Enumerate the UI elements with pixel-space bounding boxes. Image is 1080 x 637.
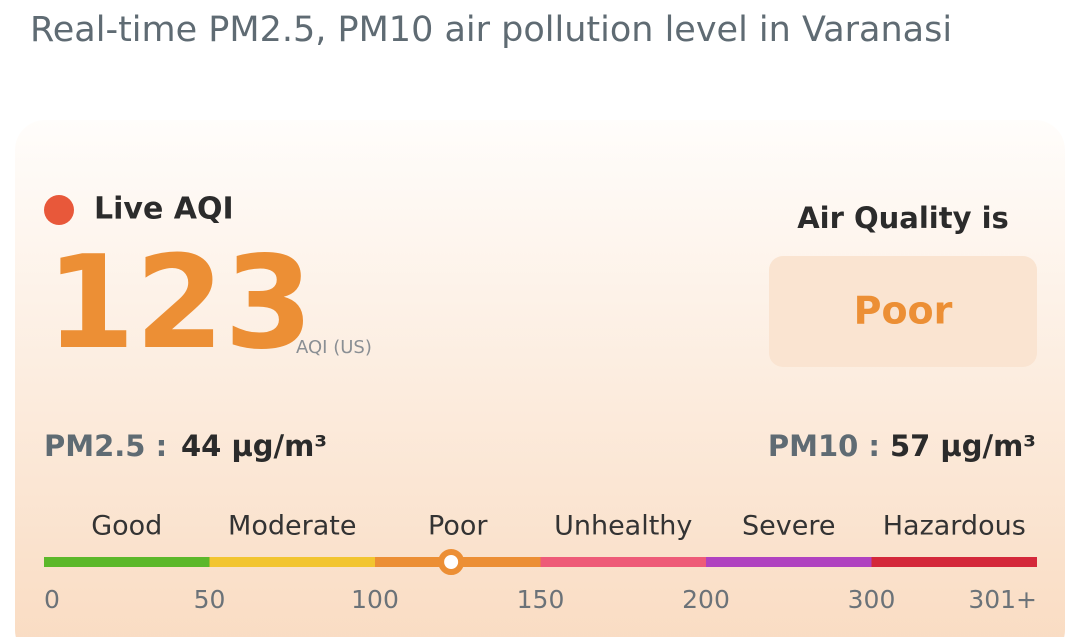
aqi-unit: AQI (US): [296, 337, 372, 358]
category-label: Good: [91, 511, 162, 542]
pm25-label: PM2.5 :: [44, 429, 167, 463]
aqi-scale: Good Moderate Poor Unhealthy Severe Hazardous…: [44, 511, 1037, 614]
scale-segment: [706, 557, 872, 567]
aqi-value: 123: [46, 229, 313, 378]
aqi-marker: [438, 549, 465, 575]
tick-label: 100: [351, 585, 399, 614]
pm10-value: 57 µg/m³: [890, 429, 1036, 463]
tick-label: 300: [848, 585, 896, 614]
live-label: Live AQI: [94, 192, 234, 227]
tick-label: 150: [517, 585, 565, 614]
scale-segment: [871, 557, 1037, 567]
status-box: [769, 256, 1037, 367]
status: Poor: [854, 289, 953, 333]
scale-segment: [209, 557, 376, 567]
category-label: Poor: [428, 511, 488, 542]
page-title: Real-time PM2.5, PM10 air pollution leve…: [30, 10, 952, 50]
scale-segment: [540, 557, 707, 567]
tick-label: 50: [194, 585, 226, 614]
category-label: Hazardous: [883, 511, 1026, 542]
category-label: Unhealthy: [554, 511, 692, 542]
category-label: Moderate: [228, 511, 356, 542]
aqi-card: [15, 120, 1065, 637]
pm10-label: PM10 :: [768, 429, 880, 463]
live-dot: [44, 195, 74, 225]
tick-label: 200: [682, 585, 730, 614]
pm25-value: 44 µg/m³: [181, 429, 327, 463]
scale-segment: [44, 557, 210, 567]
status-label: Air Quality is: [797, 201, 1009, 235]
tick-label: 301+: [968, 585, 1037, 614]
category-label: Severe: [742, 511, 835, 542]
tick-label: 0: [44, 585, 60, 614]
